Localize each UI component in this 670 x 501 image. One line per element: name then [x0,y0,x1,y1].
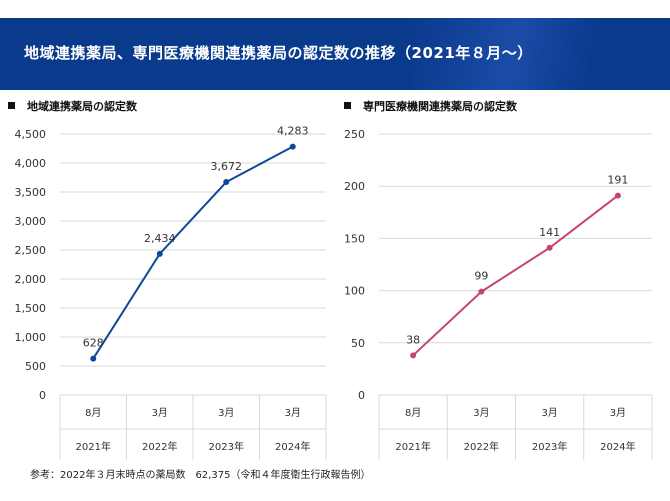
y-tick-label: 3,000 [15,215,47,228]
series-line [412,194,619,357]
data-point [90,355,97,362]
data-point [223,179,230,186]
x-tick-year-label: 2023年 [532,440,567,453]
y-tick-label: 2,500 [15,244,47,257]
y-tick-label: 0 [39,389,46,402]
y-tick-label: 200 [344,180,365,193]
data-point [478,288,485,295]
x-tick-year-label: 2021年 [395,440,430,453]
data-point [614,192,621,199]
x-tick-label: 3月 [541,407,557,419]
left-chart-title: 地域連携薬局の認定数 [27,100,137,113]
x-tick-label: 3月 [610,407,626,419]
y-tick-label: 1,500 [15,302,47,315]
x-tick-label: 8月 [85,407,101,419]
y-tick-label: 3,500 [15,186,47,199]
left-line-chart: 0 500 1,000 1,500 2,000 2,500 3,000 3,500 4,000 4… [15,125,327,460]
data-label: 191 [607,174,628,187]
y-tick-label: 50 [351,337,365,350]
bullet-square-icon [344,102,351,109]
y-tick-label: 2,000 [15,273,47,286]
x-tick-year-label: 2022年 [142,440,177,453]
x-tick-year-label: 2022年 [464,440,499,453]
data-point [156,250,163,257]
y-tick-label: 500 [25,360,46,373]
data-label: 2,434 [144,232,176,245]
series-line [92,145,294,360]
y-tick-label: 1,000 [15,331,47,344]
data-label: 38 [406,333,420,346]
y-tick-label: 4,500 [15,128,47,141]
banner-decoration [410,18,670,90]
x-tick-year-label: 2024年 [275,440,310,453]
x-tick-label: 3月 [285,407,301,419]
x-tick-label: 3月 [473,407,489,419]
x-tick-year-label: 2021年 [76,440,111,453]
data-point [289,143,296,150]
y-tick-label: 4,000 [15,157,47,170]
data-point [410,352,417,359]
data-label: 141 [539,226,560,239]
x-tick-year-label: 2023年 [209,440,244,453]
data-label: 4,283 [277,125,309,138]
title-banner: 地域連携薬局、専門医療機関連携薬局の認定数の推移（2021年８月～） [0,0,670,90]
x-tick-year-label: 2024年 [600,440,635,453]
right-line-chart: 0 50 100 150 200 250 8月 2021年 3月 2022年 3月 2023年 3月 20… [344,128,653,460]
data-label: 99 [474,270,488,283]
y-tick-label: 150 [344,232,365,245]
bullet-square-icon [8,102,15,109]
x-tick-label: 3月 [152,407,168,419]
data-label: 628 [83,337,104,350]
y-tick-label: 100 [344,285,365,298]
data-label: 3,672 [211,160,243,173]
x-tick-label: 8月 [405,407,421,419]
right-chart-title: 専門医療機関連携薬局の認定数 [363,100,517,113]
right-chart-heading: 専門医療機関連携薬局の認定数 [344,98,517,114]
footnote: 参考：2022年３月末時点の薬局数 62,375（令和４年度衛生行政報告例） [30,470,371,481]
y-tick-label: 0 [358,389,365,402]
y-tick-label: 250 [344,128,365,141]
data-point [546,244,553,251]
x-tick-label: 3月 [218,407,234,419]
left-chart-heading: 地域連携薬局の認定数 [8,98,137,114]
page-title: 地域連携薬局、専門医療機関連携薬局の認定数の推移（2021年８月～） [24,44,533,62]
